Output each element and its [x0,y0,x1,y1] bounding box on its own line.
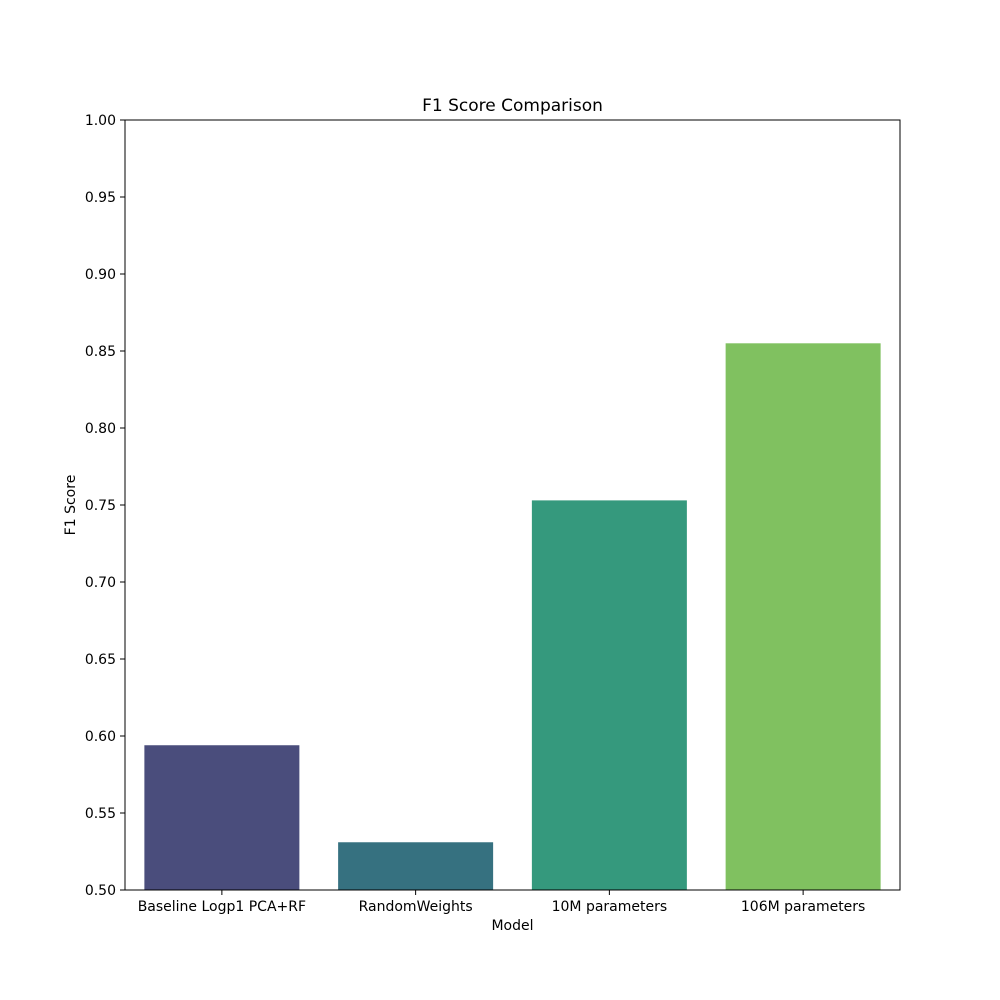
plot-area-frame [124,119,901,891]
y-tick-label: 0.75 [85,498,116,514]
bar [144,745,300,890]
y-tick-label: 0.95 [85,190,116,206]
y-tick-label: 0.60 [85,729,116,745]
y-axis-ticks: 0.50 0.55 0.60 0.65 0.70 0.75 0.80 0.85 0.90 0.95… [85,113,125,899]
y-tick-label: 0.70 [85,575,116,591]
x-tick-label: 10M parameters [552,899,668,915]
y-tick-label: 0.50 [85,883,116,899]
y-tick-label: 0.65 [85,652,116,668]
bar [531,500,687,890]
x-axis-label: Model [491,918,533,934]
bars-layer [144,343,881,890]
y-tick-label: 0.80 [85,421,116,437]
x-tick-label: Baseline Logp1 PCA+RF [138,899,306,915]
x-tick-label: RandomWeights [359,899,473,915]
bar [338,842,494,890]
y-tick-label: 0.55 [85,806,116,822]
y-tick-label: 0.90 [85,267,116,283]
chart-title: F1 Score Comparison [422,96,603,116]
y-tick-label: 1.00 [85,113,116,129]
x-axis-ticks: Baseline Logp1 PCA+RF RandomWeights 10M pa… [138,890,865,915]
x-tick-label: 106M parameters [741,899,865,915]
y-tick-label: 0.85 [85,344,116,360]
y-axis-label: F1 Score [63,475,79,536]
bar [725,343,881,890]
